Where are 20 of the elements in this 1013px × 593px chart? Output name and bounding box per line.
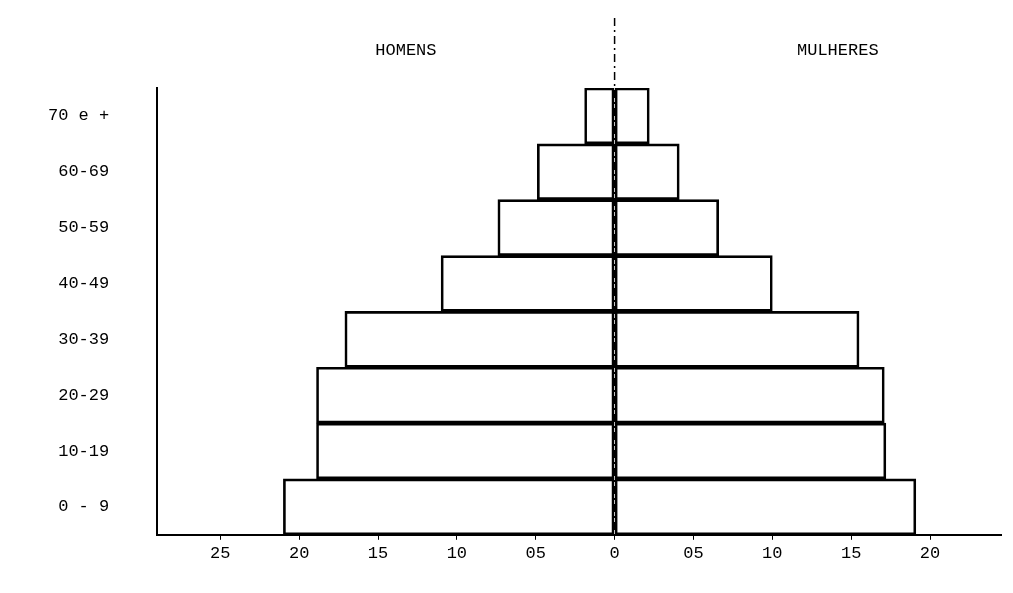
y-tick-label: 60-69 xyxy=(58,162,110,182)
y-tick-label: 20-29 xyxy=(58,385,110,405)
y-tick-label: 30-39 xyxy=(58,329,110,349)
x-tick-label: 25 xyxy=(210,543,231,563)
x-tick-label: 10 xyxy=(446,543,468,563)
text: MULHERES xyxy=(796,40,879,60)
y-tick-label: 10-19 xyxy=(58,441,110,461)
y-tick-label: 50-59 xyxy=(58,218,110,238)
text: HOMENS xyxy=(375,40,437,60)
x-tick-label: 20 xyxy=(288,543,310,563)
y-tick-label: 70 e + xyxy=(47,106,110,126)
x-tick-label: 0 xyxy=(609,543,620,563)
x-tick-label: 05 xyxy=(525,543,546,563)
x-tick-label: 10 xyxy=(762,543,783,563)
x-tick-label: 05 xyxy=(683,543,704,563)
x-tick-label: 20 xyxy=(919,543,941,563)
x-tick-label: 15 xyxy=(840,543,862,563)
y-tick-label: 0 - 9 xyxy=(58,497,110,517)
y-tick-label: 40-49 xyxy=(58,273,110,293)
x-tick-label: 15 xyxy=(367,543,389,563)
